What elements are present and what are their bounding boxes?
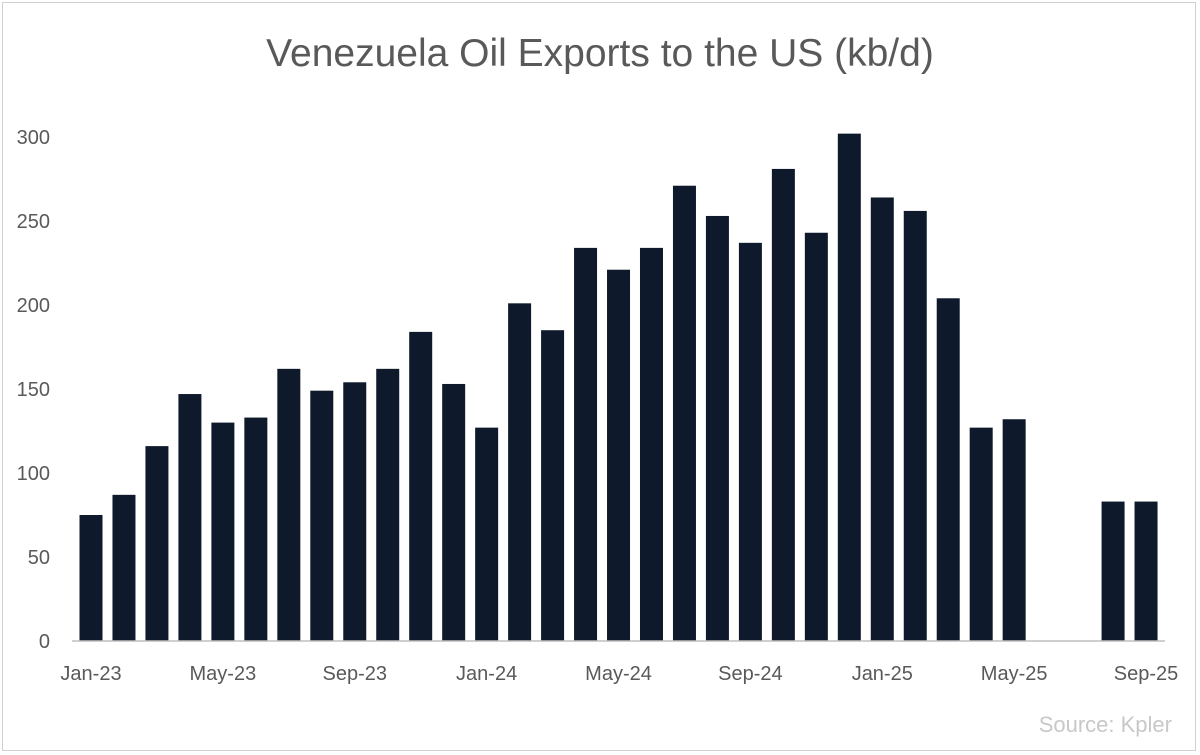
- chart-title: Venezuela Oil Exports to the US (kb/d): [266, 32, 934, 75]
- bar-Oct-23: [376, 368, 400, 641]
- bar-Aug-24: [705, 215, 729, 641]
- bar-Mar-24: [541, 330, 565, 641]
- bar-Dec-24: [837, 133, 861, 641]
- bar-Jun-24: [639, 247, 663, 641]
- bar-Jan-25: [870, 197, 894, 642]
- x-tick-label: May-25: [981, 663, 1048, 685]
- bar-Dec-23: [442, 383, 466, 641]
- bar-Jun-23: [244, 417, 268, 641]
- bar-Jul-23: [277, 368, 301, 641]
- bar-Feb-23: [112, 494, 136, 641]
- y-tick-label: 100: [17, 463, 50, 485]
- y-tick-label: 300: [17, 127, 50, 149]
- bar-Jan-23: [79, 515, 103, 641]
- bar-May-23: [211, 422, 235, 641]
- bar-Nov-23: [409, 331, 433, 641]
- bar-Jan-24: [475, 427, 499, 641]
- x-tick-label: May-23: [190, 663, 257, 685]
- bar-Apr-23: [178, 394, 202, 641]
- bar-Apr-25: [969, 427, 993, 641]
- x-tick-label: Sep-24: [718, 663, 783, 685]
- y-tick-label: 0: [39, 631, 50, 653]
- y-tick-label: 50: [28, 547, 50, 569]
- x-tick-label: Jan-24: [456, 663, 517, 685]
- bar-Feb-25: [903, 210, 927, 642]
- y-tick-label: 250: [17, 211, 50, 233]
- x-tick-label: Sep-23: [323, 663, 388, 685]
- bar-May-24: [607, 269, 631, 641]
- y-tick-label: 200: [17, 295, 50, 317]
- bar-Jul-24: [672, 185, 696, 641]
- bar-Sep-25: [1134, 501, 1158, 641]
- x-tick-label: May-24: [585, 663, 652, 685]
- bar-Sep-24: [738, 242, 762, 641]
- bar-Feb-24: [508, 303, 532, 641]
- x-tick-label: Jan-25: [852, 663, 913, 685]
- bar-Sep-23: [343, 382, 367, 641]
- bar-Oct-24: [771, 168, 795, 642]
- bar-Apr-24: [574, 247, 598, 641]
- bar-Aug-23: [310, 390, 334, 641]
- bar-Mar-25: [936, 298, 960, 641]
- x-tick-label: Jan-23: [60, 663, 121, 685]
- x-tick-label: Sep-25: [1114, 663, 1179, 685]
- bar-Nov-24: [804, 232, 828, 641]
- bar-May-25: [1002, 419, 1026, 641]
- source-note: Source: Kpler: [1039, 712, 1172, 737]
- bar-Aug-25: [1101, 501, 1125, 641]
- bar-Mar-23: [145, 446, 169, 641]
- y-tick-label: 150: [17, 379, 50, 401]
